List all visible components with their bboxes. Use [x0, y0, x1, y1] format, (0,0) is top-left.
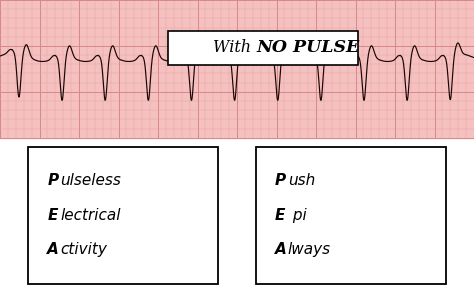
FancyBboxPatch shape [256, 146, 446, 284]
FancyBboxPatch shape [28, 146, 218, 284]
Text: lways: lways [288, 242, 331, 257]
Text: ush: ush [288, 173, 315, 188]
FancyBboxPatch shape [0, 0, 474, 138]
Text: ulseless: ulseless [60, 173, 121, 188]
Text: With: With [213, 39, 256, 56]
FancyBboxPatch shape [168, 32, 358, 65]
Text: lectrical: lectrical [60, 208, 121, 223]
Text: pi: pi [288, 208, 307, 223]
Text: A: A [275, 242, 287, 257]
Text: A: A [47, 242, 59, 257]
Text: P: P [275, 173, 286, 188]
Text: NO PULSE: NO PULSE [256, 39, 359, 56]
Text: E: E [275, 208, 285, 223]
Text: ctivity: ctivity [60, 242, 107, 257]
Text: P: P [47, 173, 58, 188]
Text: E: E [47, 208, 58, 223]
